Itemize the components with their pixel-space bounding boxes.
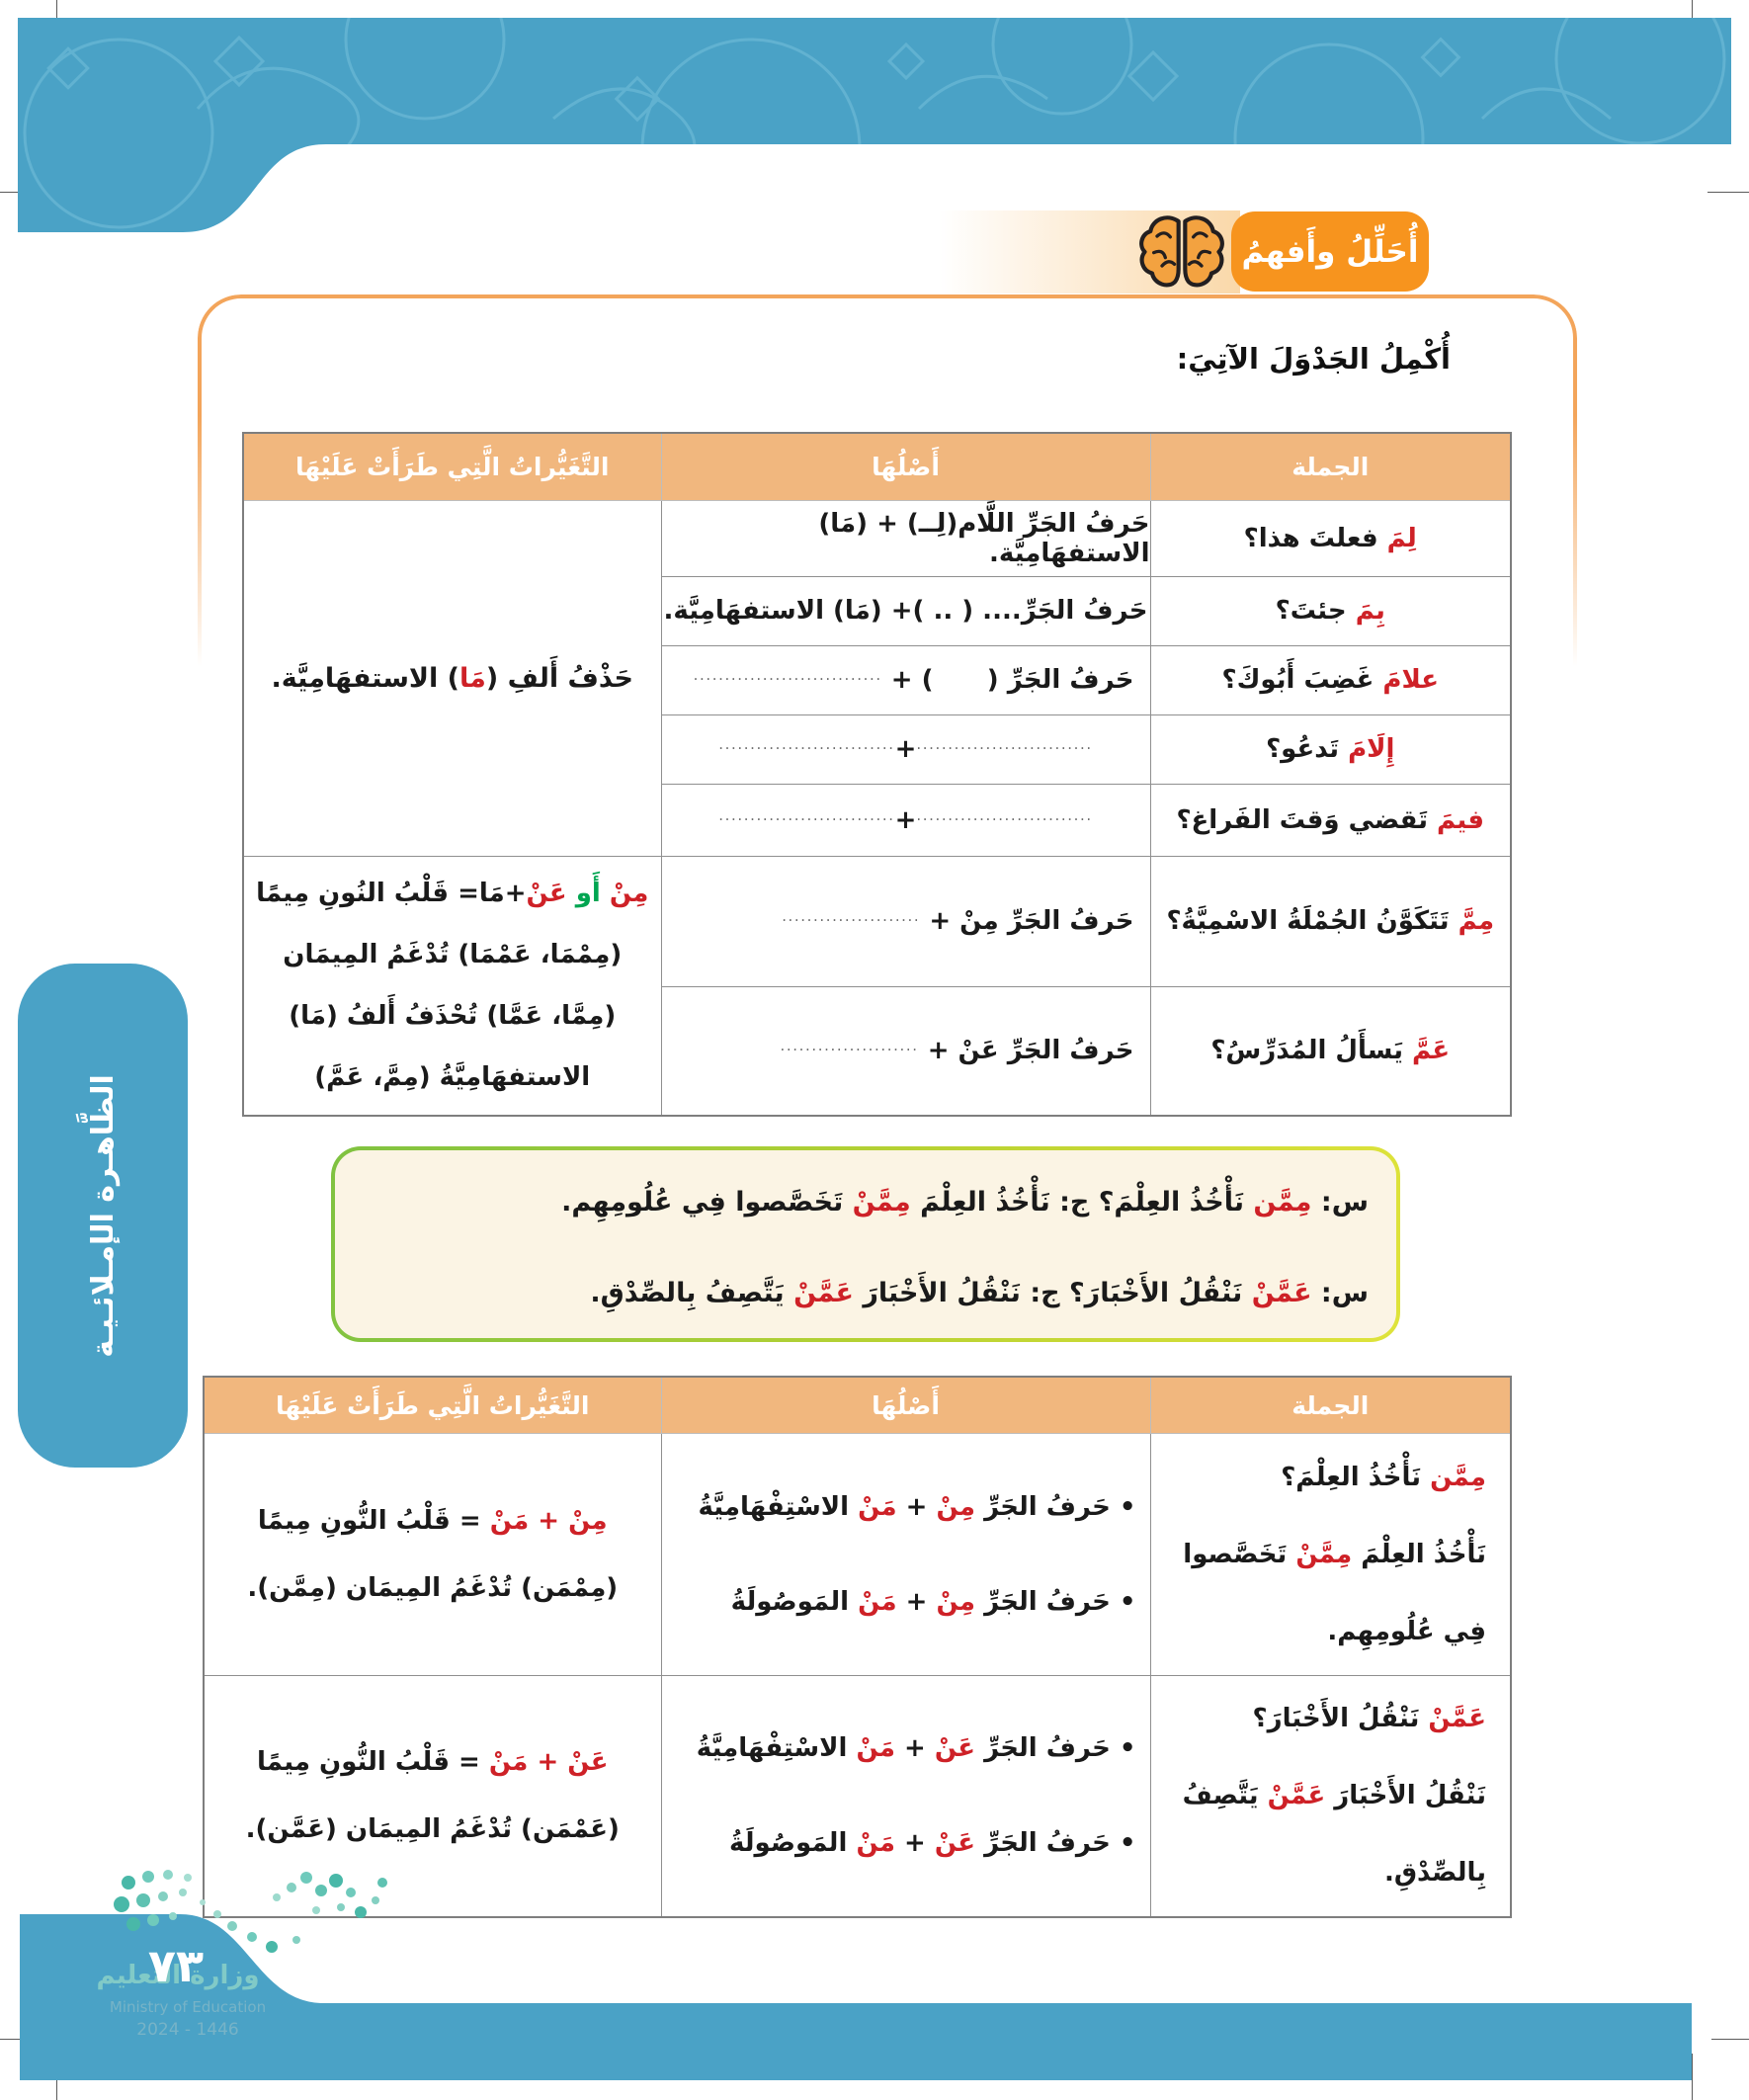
instruction-title: أُكْمِلُ الجَدْوَلَ الآتِيَ: [1176,342,1451,376]
sentence-cell: عَمَّنْ نَنْقُلُ الأَخْبَارَ؟ نَنْقُلُ ال… [1149,1675,1512,1917]
sidebar-tab-label: الظَّاهـرة الإمـلائـيـة [85,1073,121,1358]
table-row: مِمَّ تَتَكَوَّنُ الجُمْلَةُ الاسْمِيَّة… [242,855,1512,1117]
footer-wave [20,1914,1692,2080]
ministry-logo-text-ar: وزارة التعليم [96,1961,260,1990]
col-header-origin: أَصْلُهَا [660,432,1151,501]
table-row: لِمَ فعلتَ هذا؟ حَرفُ الجَرِّ اللَّام(لِ… [242,499,1512,857]
example-line-1: س: مِمَّن نَأْخُذُ العِلْمَ؟ ج: نَأْخُذُ… [561,1186,1369,1218]
changes-cell: مِنْ أَو عَنْ +مَا= قَلْبُ النُونِ مِيمًا… [242,855,662,1117]
origin-cell: ............................ +...........… [660,714,1151,785]
table-row: علامَ غَضِبَ أَبُوكَ؟ حَرفُ الجَرِّ ( ) … [243,644,1512,715]
origin-cell: حَرفُ الجَرِّ ( ) + ....................… [660,644,1151,715]
activity-badge: أُحَلِّلُ وأَفهمُ [1231,211,1429,292]
origin-cell: • حَرفُ الجَرِّ عَنْ + مَنْ الاسْتِفْهَا… [660,1675,1151,1917]
changes-cell: مِنْ + مَنْ = قَلْبُ النُّونِ مِيمًا (مِم… [203,1433,662,1676]
table-row: مِمَّن نَأْخُذُ العِلْمَ؟ نَأْخُذُ العِلْ… [203,1433,1512,1676]
ministry-logo-years: 2024 - 1446 [136,2020,239,2040]
table-row: إِلَامَ تَدعُو؟ ........................… [243,714,1512,785]
header-banner [18,18,1731,232]
table-2-header-row: الجملة أَصْلُهَا التَّغَيُّراتُ الَّتِي … [203,1376,1512,1434]
table-1-header-row: الجملة أَصْلُهَا التَّغَيُّراتُ الَّتِي … [242,432,1512,501]
page-number: ٧٣ [147,1939,205,1992]
ministry-logo-text-en: Ministry of Education [109,1998,267,2016]
origin-cell: ............................ +...........… [660,783,1151,857]
sentence-cell: مِمَّن نَأْخُذُ العِلْمَ؟ نَأْخُذُ العِلْ… [1149,1433,1512,1676]
table-row: عَمَّ يَسأَلُ المُدَرِّسُ؟ حَرفُ الجَرِّ… [243,985,1512,1117]
origin-cell: • حَرفُ الجَرِّ مِنْ + مَنْ الاسْتِفْهَا… [660,1433,1151,1676]
sentence-cell: مِمَّ تَتَكَوَّنُ الجُمْلَةُ الاسْمِيَّة… [1149,855,1512,987]
example-line-2: س: عَمَّنْ نَنْقُلُ الأَخْبَارَ؟ ج: نَنْ… [590,1277,1369,1308]
origin-cell: حَرفُ الجَرِّ عَنْ + ...................… [660,985,1151,1117]
col-header-changes: التَّغَيُّراتُ الَّتِي طَرَأَتْ عَلَيْهَ… [242,432,662,501]
changes-cell: حَذْفُ أَلفِ (مَا) الاستفهَامِيَّة. [242,499,662,857]
sentence-cell: فيمَ تَقضي وَقتَ الفَراغ؟ [1149,783,1512,857]
col-header-changes: التَّغَيُّراتُ الَّتِي طَرَأَتْ عَلَيْهَ… [203,1376,662,1434]
brain-icon [1132,206,1231,296]
sentence-cell: بِمَ جئتَ؟ [1149,575,1512,646]
crop-mark [1692,2054,1693,2100]
activity-badge-label: أُحَلِّلُ وأَفهمُ [1241,233,1419,270]
dots-pattern [114,1870,387,1953]
sentence-cell: عَمَّ يَسأَلُ المُدَرِّسُ؟ [1149,985,1512,1117]
col-header-sentence: الجملة [1149,1376,1512,1434]
table-row: بِمَ جئتَ؟ حَرفُ الجَرِّ.... ( .. )+ (مَ… [243,575,1512,646]
sidebar-tab: الظَّاهـرة الإمـلائـيـة [18,964,188,1468]
table-2: الجملة أَصْلُهَا التَّغَيُّراتُ الَّتِي … [203,1376,1512,1918]
crop-mark [0,2039,38,2040]
sentence-cell: إِلَامَ تَدعُو؟ [1149,714,1512,785]
table-row: فيمَ تَقضي وَقتَ الفَراغ؟ ..............… [243,783,1512,857]
example-box-inner: س: مِمَّن نَأْخُذُ العِلْمَ؟ ج: نَأْخُذُ… [335,1150,1396,1338]
origin-cell: حَرفُ الجَرِّ.... ( .. )+ (مَا) الاستفهَ… [660,575,1151,646]
table-row: عَمَّنْ نَنْقُلُ الأَخْبَارَ؟ نَنْقُلُ ال… [203,1675,1512,1917]
crop-mark [1711,2039,1749,2040]
example-box: س: مِمَّن نَأْخُذُ العِلْمَ؟ ج: نَأْخُذُ… [331,1146,1400,1342]
changes-cell: عَنْ + مَنْ = قَلْبُ النُّونِ مِيمًا (عَم… [203,1675,662,1917]
col-header-origin: أَصْلُهَا [660,1376,1151,1434]
origin-cell: حَرفُ الجَرِّ اللَّام(لِــ) + (مَا) الاس… [660,499,1151,577]
sentence-cell: علامَ غَضِبَ أَبُوكَ؟ [1149,644,1512,715]
origin-cell: حَرفُ الجَرِّ مِنْ + ...................… [660,855,1151,987]
sentence-cell: لِمَ فعلتَ هذا؟ [1149,499,1512,577]
table-1: الجملة أَصْلُهَا التَّغَيُّراتُ الَّتِي … [242,432,1512,1117]
col-header-sentence: الجملة [1149,432,1512,501]
crop-mark [1707,192,1749,193]
